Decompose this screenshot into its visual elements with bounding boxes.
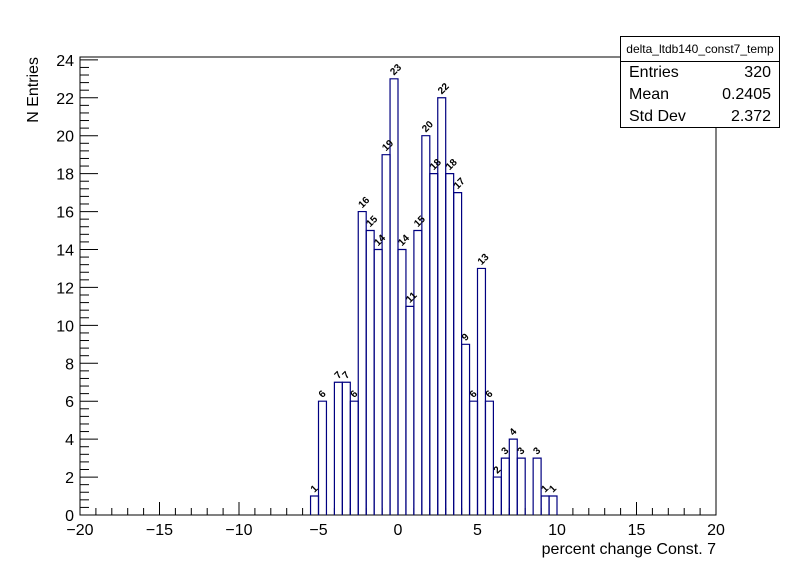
histogram-bar	[548, 495, 558, 515]
x-axis-label: percent change Const. 7	[542, 541, 716, 558]
histogram-bar	[413, 229, 423, 515]
y-tick-label: 12	[56, 280, 74, 297]
histogram-bar	[516, 457, 526, 515]
histogram-bar	[492, 476, 502, 515]
bin-value-label: 13	[476, 252, 492, 268]
histogram-bar	[468, 400, 479, 515]
x-tick-label: −20	[66, 522, 93, 539]
bin-value-label: 16	[357, 195, 373, 211]
stats-entries-label: Entries	[629, 64, 679, 81]
y-tick-label: 18	[56, 167, 74, 184]
bin-value-label: 20	[420, 119, 436, 135]
histogram-bar	[365, 229, 375, 515]
stats-std-label: Std Dev	[629, 108, 686, 125]
x-tick-label: 15	[628, 522, 646, 539]
stats-row-mean: Mean 0.2405	[621, 84, 779, 106]
x-tick-label: −10	[225, 522, 252, 539]
histogram-bar	[540, 495, 550, 515]
stats-mean-label: Mean	[629, 86, 670, 103]
bin-value-label: 15	[365, 214, 381, 230]
bin-labels: 1677616151419231411152018221817961362343…	[309, 62, 560, 495]
x-tick-label: 20	[707, 522, 725, 539]
bin-value-label: 15	[412, 214, 428, 230]
histogram-bar	[373, 248, 383, 515]
bin-value-label: 7	[341, 369, 353, 381]
y-tick-label: 2	[65, 470, 74, 487]
y-tick-label: 24	[56, 53, 74, 70]
bin-value-label: 14	[396, 233, 412, 249]
y-tick-label: 22	[56, 91, 74, 108]
y-tick-label: 0	[65, 508, 74, 525]
y-tick-label: 20	[56, 129, 74, 146]
x-tick-label: −5	[309, 522, 327, 539]
stats-title: delta_ltdb140_const7_temp	[621, 37, 779, 62]
y-axis-label: N Entries	[25, 57, 42, 123]
bin-value-label: 14	[372, 233, 388, 249]
histogram-bar	[341, 381, 351, 515]
bin-value-label: 18	[444, 157, 460, 173]
bin-value-label: 11	[404, 290, 420, 306]
x-tick-label: 0	[394, 522, 403, 539]
histogram-bar	[429, 173, 439, 515]
histogram-bar	[453, 191, 463, 515]
bin-value-label: 18	[428, 157, 444, 173]
y-tick-label: 16	[56, 205, 74, 222]
y-tick-label: 6	[65, 394, 74, 411]
stats-entries-value: 320	[744, 64, 771, 81]
histogram-bar	[484, 400, 494, 515]
stats-row-std: Std Dev 2.372	[621, 106, 779, 128]
histogram-bar	[309, 495, 320, 515]
bin-value-label: 3	[531, 445, 543, 457]
histogram-bar	[381, 154, 391, 515]
stats-row-entries: Entries 320	[621, 62, 779, 84]
y-tick-label: 10	[56, 318, 74, 335]
y-tick-label: 8	[65, 356, 74, 373]
bin-value-label: 6	[317, 388, 329, 400]
histogram-bar	[405, 305, 415, 515]
histogram-bar	[532, 457, 542, 515]
x-tick-label: 10	[548, 522, 566, 539]
histogram-bar	[317, 400, 328, 515]
histogram-bar	[333, 381, 343, 515]
bin-value-label: 23	[388, 62, 404, 78]
y-tick-label: 4	[65, 432, 74, 449]
histogram-bar	[476, 267, 487, 515]
histogram-bar	[357, 210, 367, 515]
histogram-bar	[500, 457, 510, 515]
histogram-bar	[349, 400, 359, 515]
stats-box: delta_ltdb140_const7_temp Entries 320 Me…	[620, 36, 780, 128]
x-tick-label: 5	[473, 522, 482, 539]
histogram-bar	[461, 343, 471, 515]
histogram-bars	[309, 78, 558, 515]
stats-std-value: 2.372	[730, 108, 771, 125]
bin-value-label: 4	[508, 426, 520, 438]
bin-value-label: 22	[436, 81, 452, 97]
histogram-bar	[397, 248, 407, 515]
histogram-bar	[445, 173, 455, 515]
bin-value-label: 17	[452, 176, 468, 192]
histogram-bar	[421, 135, 431, 515]
bin-value-label: 1	[547, 483, 559, 495]
x-tick-label: −15	[146, 522, 173, 539]
stats-mean-value: 0.2405	[722, 86, 771, 103]
bin-value-label: 19	[380, 138, 396, 154]
y-tick-label: 14	[56, 242, 74, 259]
